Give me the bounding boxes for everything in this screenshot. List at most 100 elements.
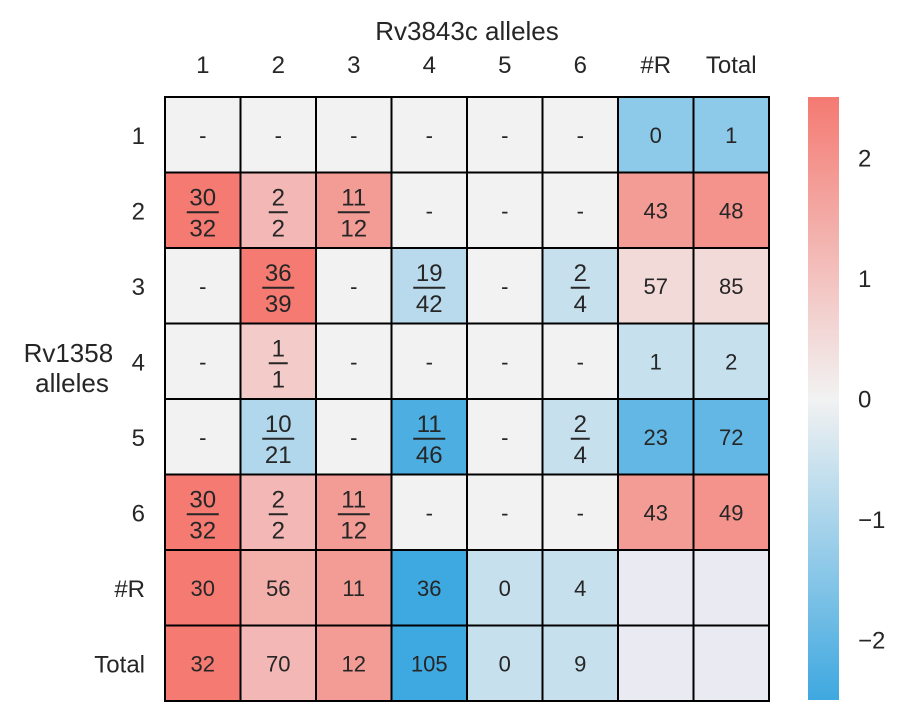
cell-denominator: 32 (189, 517, 216, 544)
heatmap-cell: 49 (692, 473, 770, 551)
cell-rect (692, 171, 770, 249)
cell-value: - (275, 123, 282, 148)
cell-denominator: 12 (340, 517, 367, 544)
heatmap-cell: 0 (466, 624, 544, 702)
colorbar-tick-label: 1 (858, 266, 871, 293)
x-axis-title: Rv3843c alleles (375, 16, 559, 46)
heatmap-cell: - (239, 96, 317, 174)
cell-value: - (577, 123, 584, 148)
cell-rect (239, 322, 317, 400)
cell-denominator: 2 (272, 215, 285, 242)
cell-rect (315, 247, 393, 325)
x-tick-label: #R (640, 52, 671, 79)
heatmap-cell (617, 624, 695, 702)
cell-value: 0 (499, 651, 511, 676)
colorbar-tick-label: −1 (858, 507, 885, 534)
cell-value: 36 (417, 576, 441, 601)
colorbar-tick-labels: 2 1 0 −1 −2 (858, 145, 885, 654)
heatmap-cell: 105 (390, 624, 468, 702)
cell-rect (164, 398, 242, 476)
cell-numerator: 2 (574, 260, 587, 287)
heatmap-cell: - (390, 322, 468, 400)
cell-rect (692, 96, 770, 174)
heatmap-cell: 32 (164, 624, 242, 702)
y-tick-label: 5 (132, 425, 145, 452)
cell-value: 49 (719, 500, 743, 525)
heatmap-cell: - (466, 171, 544, 249)
cell-rect (164, 247, 242, 325)
cell-rect (239, 247, 317, 325)
cell-denominator: 32 (189, 215, 216, 242)
cell-value: - (501, 274, 508, 299)
x-tick-label: 3 (347, 52, 360, 79)
cell-rect (390, 624, 468, 702)
colorbar-tick-label: 0 (858, 387, 871, 414)
cell-value: - (426, 349, 433, 374)
cell-value: 57 (644, 274, 668, 299)
heatmap-cell: - (466, 247, 544, 325)
heatmap-cell: 12 (315, 624, 393, 702)
cell-rect (466, 473, 544, 551)
cell-value: 12 (342, 651, 366, 676)
cell-rect (390, 549, 468, 627)
cell-value: 0 (499, 576, 511, 601)
cell-value: 0 (650, 123, 662, 148)
cell-value: 56 (266, 576, 290, 601)
cell-rect (692, 624, 770, 702)
cell-value: 1 (725, 123, 737, 148)
heatmap-cell: - (466, 96, 544, 174)
cell-value: - (501, 425, 508, 450)
y-tick-label: 2 (132, 198, 145, 225)
heatmap-cell: 48 (692, 171, 770, 249)
cell-numerator: 2 (574, 411, 587, 438)
cell-rect (541, 247, 619, 325)
cell-rect (466, 624, 544, 702)
cell-rect (541, 322, 619, 400)
cell-value: 9 (574, 651, 586, 676)
cell-value: - (199, 123, 206, 148)
x-tick-label: 5 (498, 52, 511, 79)
cell-rect (390, 473, 468, 551)
cell-denominator: 4 (574, 442, 587, 469)
cell-value: - (577, 349, 584, 374)
y-tick-label: 3 (132, 274, 145, 301)
cell-rect (617, 398, 695, 476)
heatmap-cell: - (541, 473, 619, 551)
cell-rect (239, 398, 317, 476)
heatmap-cell: 57 (617, 247, 695, 325)
cell-rect (692, 322, 770, 400)
cell-value: - (426, 500, 433, 525)
heatmap-cell: - (466, 322, 544, 400)
y-axis-title: Rv1358 alleles (24, 338, 121, 398)
cell-rect (466, 549, 544, 627)
cell-rect (541, 171, 619, 249)
x-tick-label: 6 (574, 52, 587, 79)
heatmap-cell: 30 (164, 549, 242, 627)
heatmap-cell: 23 (617, 398, 695, 476)
cell-rect (466, 247, 544, 325)
cell-value: - (501, 198, 508, 223)
heatmap-cell: 0 (466, 549, 544, 627)
heatmap-cell: - (164, 247, 242, 325)
heatmap-cell: 0 (617, 96, 695, 174)
heatmap-cell: - (315, 322, 393, 400)
cell-rect (617, 473, 695, 551)
heatmap-cell: - (541, 96, 619, 174)
heatmap-cell: 2 (692, 322, 770, 400)
heatmap-cell: - (164, 398, 242, 476)
cell-value: 30 (191, 576, 215, 601)
cell-value: 43 (644, 500, 668, 525)
cell-rect (315, 624, 393, 702)
heatmap-cell: - (390, 171, 468, 249)
cell-value: 48 (719, 198, 743, 223)
cell-rect (692, 247, 770, 325)
cell-value: 43 (644, 198, 668, 223)
heatmap-cell: 22 (239, 171, 317, 249)
cell-denominator: 4 (574, 291, 587, 318)
cell-numerator: 11 (341, 486, 366, 513)
